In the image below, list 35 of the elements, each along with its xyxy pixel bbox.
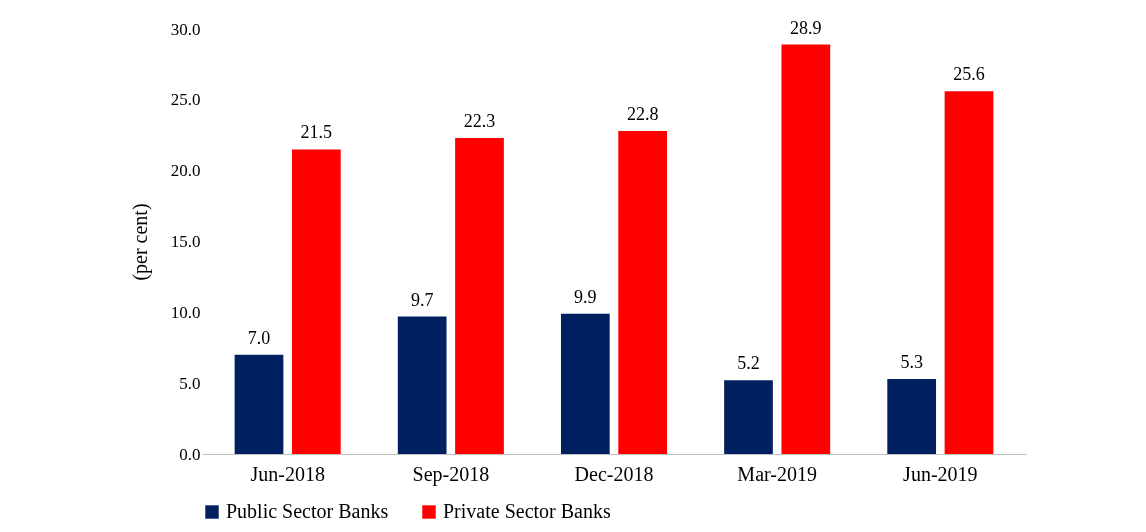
data-label: 9.9 (574, 286, 597, 307)
x-tick-label: Sep-2018 (412, 462, 490, 486)
bar (560, 313, 610, 454)
legend-label: Private Sector Banks (443, 500, 611, 522)
bar (724, 380, 773, 454)
bar (944, 91, 994, 454)
legend-label: Public Sector Banks (226, 500, 389, 522)
y-tick-label: 15.0 (170, 232, 201, 251)
bar (234, 354, 284, 454)
data-label: 5.2 (737, 353, 760, 374)
x-tick-label: Jun-2018 (250, 462, 325, 485)
x-tick-label: Jun-2019 (903, 462, 978, 485)
bar (781, 44, 831, 454)
data-label: 9.7 (410, 289, 434, 310)
x-tick-label: Mar-2019 (737, 462, 817, 485)
data-label: 22.8 (626, 104, 659, 124)
y-axis-title: (per cent) (128, 203, 152, 281)
x-tick-label: Dec-2018 (574, 462, 654, 485)
data-label: 22.3 (463, 111, 496, 132)
data-label: 5.3 (900, 351, 923, 372)
bar (887, 378, 937, 454)
y-tick-label: 25.0 (170, 90, 201, 110)
y-tick-label: 0.0 (179, 444, 201, 464)
y-tick-label: 20.0 (170, 161, 201, 181)
data-label: 25.6 (953, 64, 985, 85)
bar (397, 316, 447, 454)
bar (618, 131, 668, 454)
y-tick-label: 30.0 (170, 19, 201, 39)
data-label: 28.9 (790, 17, 822, 38)
bar (291, 149, 341, 454)
data-label: 7.0 (247, 327, 271, 348)
y-tick-label: 5.0 (179, 373, 201, 393)
bar (455, 138, 504, 454)
data-label: 21.5 (300, 122, 333, 143)
y-tick-label: 10.0 (170, 302, 201, 322)
